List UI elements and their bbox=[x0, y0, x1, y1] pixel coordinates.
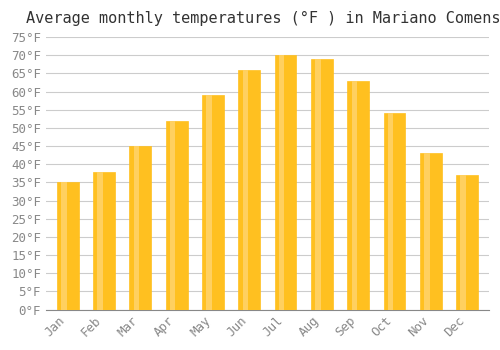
Title: Average monthly temperatures (°F ) in Mariano Comense: Average monthly temperatures (°F ) in Ma… bbox=[26, 11, 500, 26]
Bar bbox=[279, 55, 284, 310]
Bar bbox=[424, 153, 430, 310]
Bar bbox=[384, 113, 406, 310]
Bar bbox=[420, 153, 442, 310]
Bar bbox=[61, 182, 66, 310]
Bar bbox=[460, 175, 466, 310]
Bar bbox=[93, 172, 115, 310]
Bar bbox=[352, 80, 357, 310]
Bar bbox=[130, 146, 152, 310]
Bar bbox=[202, 95, 224, 310]
Bar bbox=[456, 175, 478, 310]
Bar bbox=[238, 70, 260, 310]
Bar bbox=[274, 55, 296, 310]
Bar bbox=[348, 80, 369, 310]
Bar bbox=[206, 95, 212, 310]
Bar bbox=[57, 182, 78, 310]
Bar bbox=[134, 146, 139, 310]
Bar bbox=[242, 70, 248, 310]
Bar bbox=[388, 113, 394, 310]
Bar bbox=[98, 172, 103, 310]
Bar bbox=[170, 121, 175, 310]
Bar bbox=[166, 121, 188, 310]
Bar bbox=[311, 59, 333, 310]
Bar bbox=[315, 59, 320, 310]
